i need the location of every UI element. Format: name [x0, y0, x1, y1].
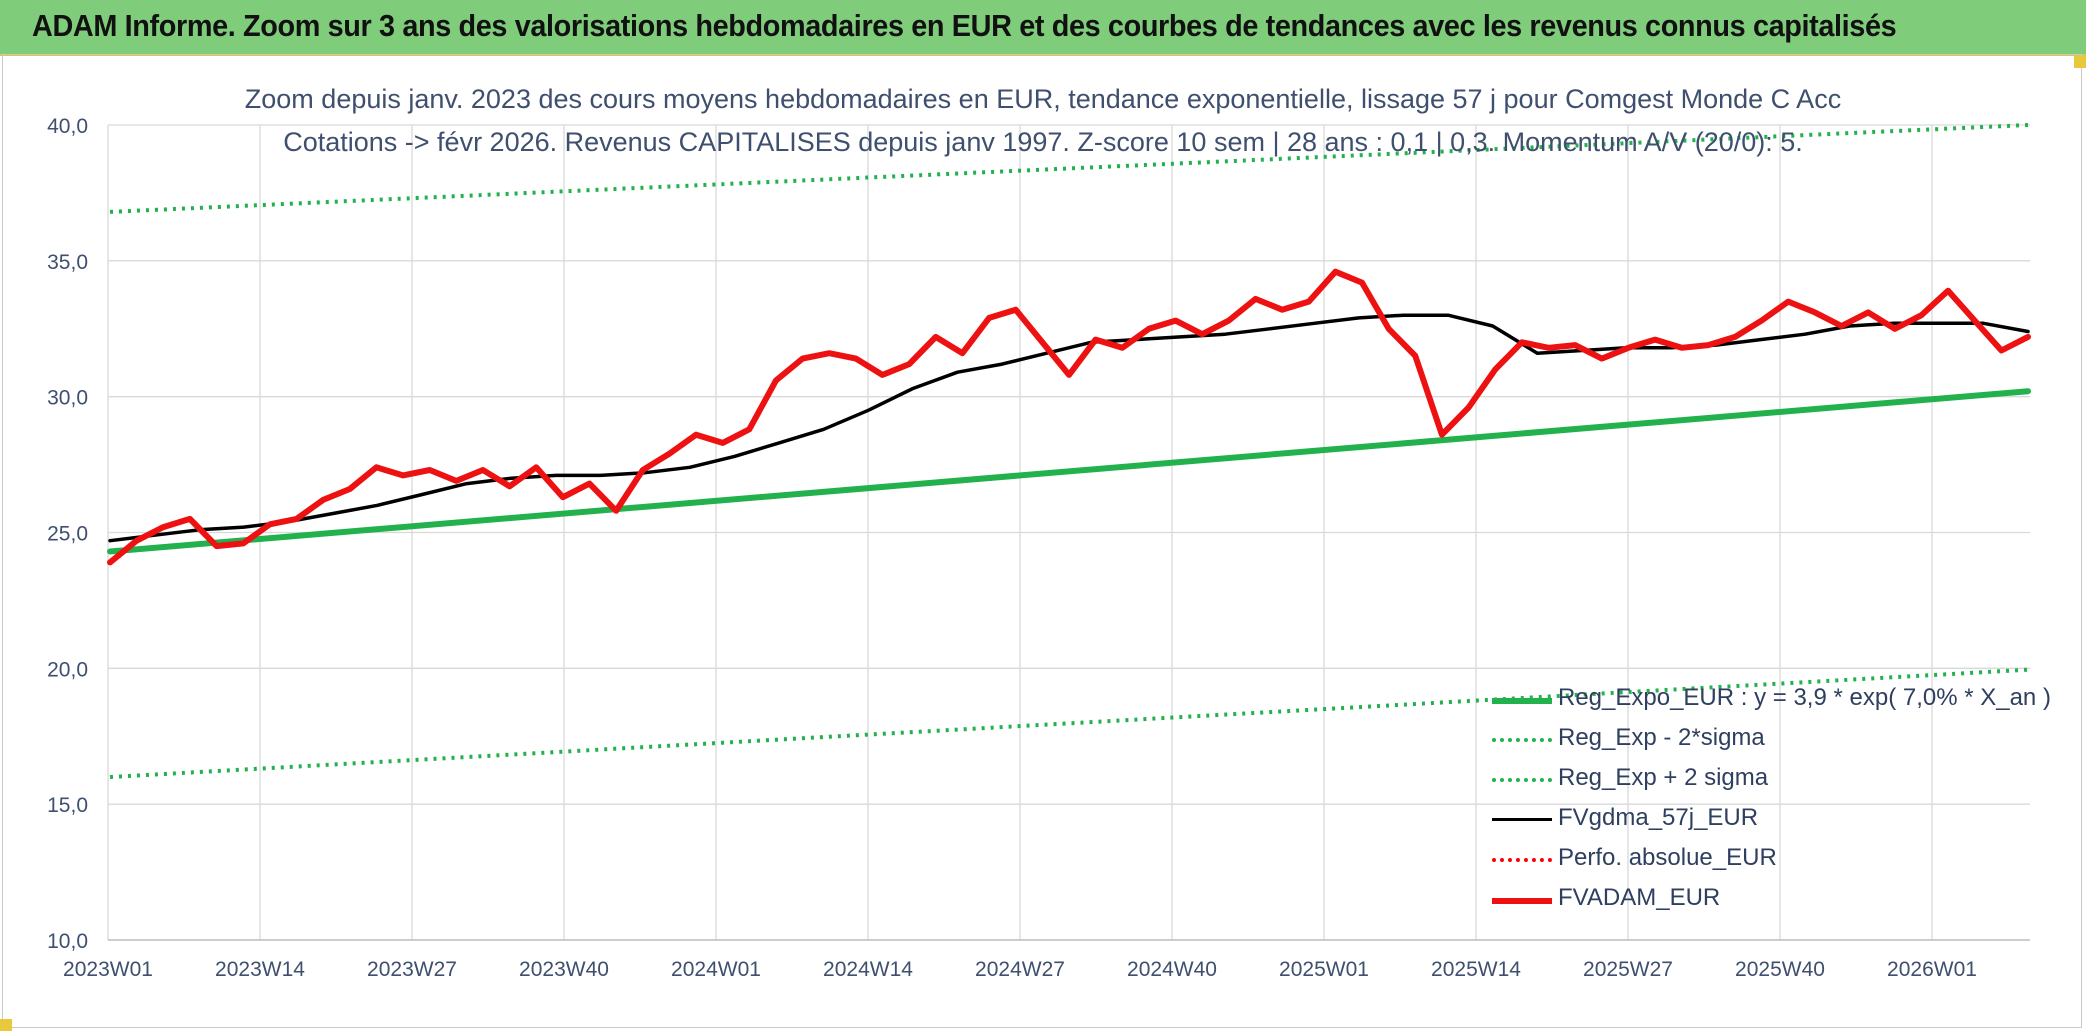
x-tick-label: 2024W27: [975, 958, 1065, 981]
chart-frame: [2, 54, 2082, 1028]
legend-swatch: [1492, 698, 1552, 704]
series-line: [107, 388, 2031, 555]
x-tick-label: 2024W40: [1127, 958, 1217, 981]
legend-label: FVgdma_57j_EUR: [1558, 804, 1759, 831]
y-tick-label: 15,0: [47, 794, 88, 817]
legend-swatch: [1492, 738, 1552, 742]
legend-swatch: [1492, 778, 1552, 782]
y-tick-label: 40,0: [47, 115, 88, 138]
corner-mark: [2074, 56, 2086, 68]
x-tick-label: 2025W40: [1735, 958, 1825, 981]
legend-label: Reg_Exp + 2 sigma: [1558, 764, 1769, 791]
legend-label: Reg_Exp - 2*sigma: [1558, 724, 1765, 751]
x-tick-label: 2025W27: [1583, 958, 1673, 981]
legend-swatch: [1492, 858, 1552, 862]
y-tick-label: 20,0: [47, 658, 88, 681]
x-tick-label: 2023W27: [367, 958, 457, 981]
title-banner: ADAM Informe. Zoom sur 3 ans des valoris…: [0, 0, 2086, 56]
x-tick-label: 2025W14: [1431, 958, 1521, 981]
x-tick-label: 2024W14: [823, 958, 913, 981]
chart-subtitle-1: Zoom depuis janv. 2023 des cours moyens …: [244, 84, 1842, 114]
y-tick-label: 10,0: [47, 930, 88, 953]
corner-mark: [0, 1019, 12, 1031]
legend-label: Perfo. absolue_EUR: [1558, 844, 1777, 871]
legend-swatch: [1492, 898, 1552, 904]
y-tick-label: 25,0: [47, 523, 88, 546]
chart-subtitle-2: Cotations -> févr 2026. Revenus CAPITALI…: [283, 127, 1803, 157]
x-tick-label: 2024W01: [671, 958, 761, 981]
legend-swatch: [1492, 818, 1552, 821]
y-tick-label: 35,0: [47, 251, 88, 274]
x-tick-label: 2023W40: [519, 958, 609, 981]
x-tick-label: 2026W01: [1887, 958, 1977, 981]
series-line: [108, 313, 2030, 543]
legend-label: FVADAM_EUR: [1558, 884, 1721, 911]
x-tick-label: 2023W14: [215, 958, 305, 981]
page-title: ADAM Informe. Zoom sur 3 ans des valoris…: [32, 8, 1897, 43]
x-tick-label: 2023W01: [63, 958, 153, 981]
y-tick-label: 30,0: [47, 387, 88, 410]
legend-label: Reg_Expo_EUR : y = 3,9 * exp( 7,0% * X_a…: [1558, 684, 2051, 711]
x-tick-label: 2025W01: [1279, 958, 1369, 981]
series-line: [107, 268, 2031, 566]
